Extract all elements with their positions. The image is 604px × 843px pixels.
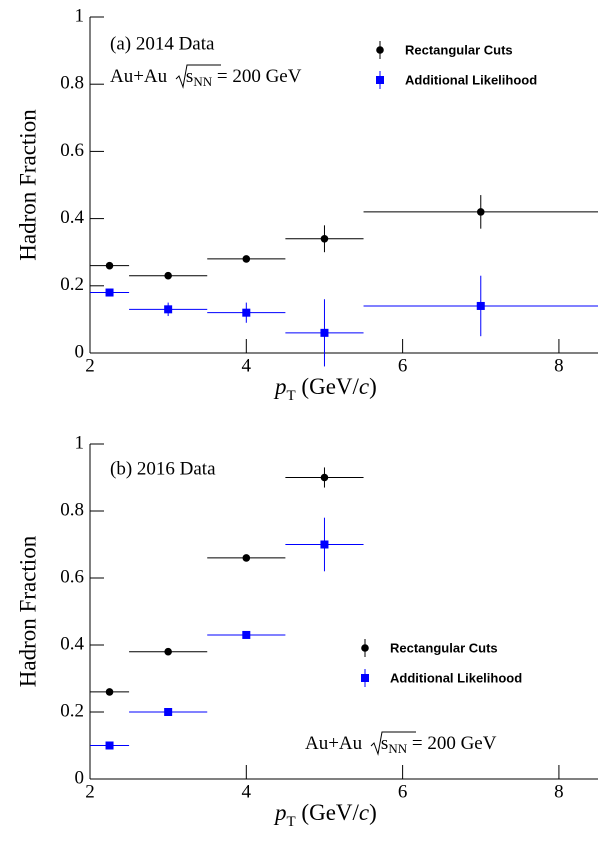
annotation-part: NN <box>388 741 407 756</box>
annotation-part: Au+Au <box>305 733 367 754</box>
x-tick-label: 6 <box>398 781 408 802</box>
point <box>476 301 485 310</box>
x-tick-label: 4 <box>242 355 252 376</box>
x-axis-label-part: ) <box>369 800 377 825</box>
panel-label: (a) 2014 Data <box>110 33 215 54</box>
point <box>105 741 114 750</box>
point <box>361 644 369 652</box>
sqrt-sign <box>370 731 416 756</box>
annotation-part: = 200 GeV <box>212 66 302 87</box>
y-tick-label: 0.6 <box>60 566 84 587</box>
x-axis-label-part: T <box>287 814 296 830</box>
x-axis-label-part: c <box>359 800 369 825</box>
legend-label: Additional Likelihood <box>405 72 537 87</box>
annotation: Au+Au sNN = 200 GeV <box>305 733 497 756</box>
x-tick-label: 8 <box>554 355 564 376</box>
y-tick-label: 0 <box>75 341 85 362</box>
annotation-part: = 200 GeV <box>407 733 497 754</box>
y-tick-label: 0 <box>75 767 85 788</box>
legend-label: Rectangular Cuts <box>390 640 498 655</box>
y-tick-label: 0.8 <box>60 73 84 94</box>
point <box>320 234 329 243</box>
point <box>242 630 251 639</box>
annotation-part: s <box>381 733 388 754</box>
point <box>105 261 114 270</box>
x-axis-label: pT (GeV/c) <box>273 800 377 830</box>
y-tick-label: 0.4 <box>60 207 84 228</box>
y-tick-label: 0.4 <box>60 633 84 654</box>
y-tick-label: 1 <box>75 5 85 26</box>
point <box>242 308 251 317</box>
x-tick-label: 6 <box>398 355 408 376</box>
x-axis-label-part: p <box>273 800 287 825</box>
point <box>320 473 329 482</box>
annotation-part: NN <box>193 74 212 89</box>
point <box>164 708 173 716</box>
x-axis-label-part: T <box>287 388 296 404</box>
point <box>242 554 251 562</box>
x-axis-label: pT (GeV/c) <box>273 374 377 404</box>
point <box>242 255 251 263</box>
sqrt-sign <box>175 64 221 89</box>
y-tick-label: 0.6 <box>60 140 84 161</box>
annotation: Au+Au sNN = 200 GeV <box>110 66 302 89</box>
x-tick-label: 4 <box>242 781 252 802</box>
x-axis-label-part: p <box>273 374 287 399</box>
y-tick-label: 0.2 <box>60 700 84 721</box>
y-tick-label: 0.2 <box>60 274 84 295</box>
point <box>476 208 485 216</box>
y-axis-label: Hadron Fraction <box>15 109 40 261</box>
point <box>376 46 384 54</box>
panel-label: (b) 2016 Data <box>110 458 216 479</box>
point <box>361 674 369 682</box>
point <box>320 540 329 549</box>
point <box>105 288 114 297</box>
x-tick-label: 8 <box>554 781 564 802</box>
x-axis-label-part: (GeV/ <box>296 800 360 825</box>
point <box>164 271 172 280</box>
annotation-part: s <box>186 66 193 87</box>
annotation-part: Au+Au <box>110 66 172 87</box>
x-tick-label: 2 <box>85 355 95 376</box>
point <box>376 76 384 84</box>
x-axis-label-part: (GeV/ <box>296 374 360 399</box>
y-tick-label: 0.8 <box>60 499 84 520</box>
point <box>164 647 172 656</box>
y-axis-label: Hadron Fraction <box>15 535 40 687</box>
point <box>164 305 173 314</box>
x-axis-label-part: ) <box>369 374 377 399</box>
point <box>320 328 329 337</box>
point <box>105 688 114 696</box>
y-tick-label: 1 <box>75 432 85 453</box>
x-tick-label: 2 <box>85 781 95 802</box>
legend-label: Additional Likelihood <box>390 670 522 685</box>
legend-label: Rectangular Cuts <box>405 42 513 57</box>
x-axis-label-part: c <box>359 374 369 399</box>
